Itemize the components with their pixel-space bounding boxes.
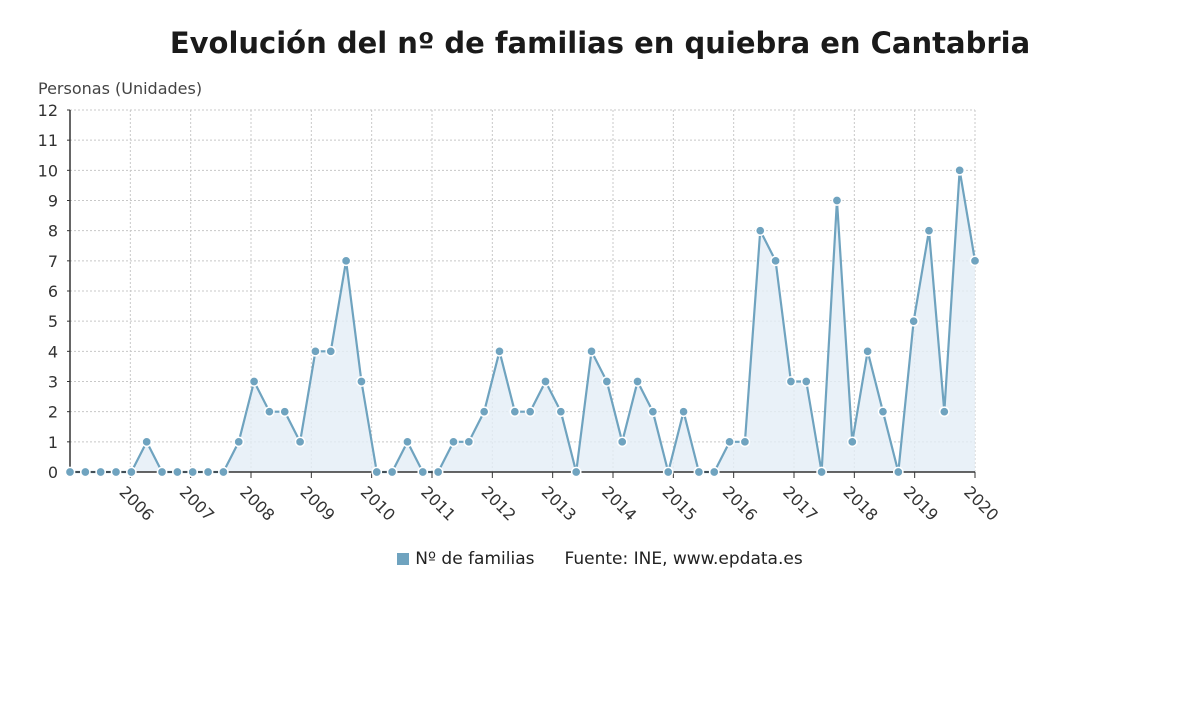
data-point	[371, 466, 383, 478]
data-point	[800, 376, 812, 387]
data-point	[816, 466, 827, 478]
y-axis-label: Personas (Unidades)	[38, 79, 203, 98]
x-tick-label: 2006	[116, 482, 158, 524]
x-tick-label: 2009	[297, 482, 339, 524]
data-point	[310, 345, 321, 357]
x-tick-label: 2019	[900, 482, 942, 524]
y-tick-label: 6	[48, 282, 58, 301]
y-tick-label: 9	[48, 192, 58, 211]
data-point	[586, 345, 597, 357]
data-point	[463, 436, 475, 448]
data-point	[632, 376, 643, 387]
data-point	[647, 406, 659, 418]
data-point	[356, 376, 367, 387]
source-note: Fuente: INE, www.epdata.es	[564, 549, 803, 569]
data-point	[724, 436, 735, 448]
x-tick-label: 2015	[659, 482, 701, 524]
x-tick-label: 2018	[840, 482, 882, 524]
data-point	[938, 406, 950, 418]
y-tick-label: 10	[38, 161, 58, 180]
legend-item-familias[interactable]: Nº de familias	[397, 549, 534, 569]
data-point	[524, 406, 536, 418]
data-point	[540, 376, 551, 387]
data-point	[187, 466, 199, 478]
x-tick-label: 2007	[176, 482, 218, 524]
x-tick-label: 2013	[538, 482, 580, 524]
data-point	[325, 345, 337, 357]
data-point	[754, 225, 766, 237]
data-point	[264, 406, 275, 418]
data-point	[448, 436, 459, 448]
chart-title: Evolución del nº de familias en quiebra …	[169, 26, 1031, 60]
data-point	[340, 255, 352, 267]
data-point	[202, 466, 214, 478]
data-point	[478, 406, 490, 418]
x-tick-label: 2017	[779, 482, 821, 524]
data-point	[95, 466, 107, 478]
data-point	[64, 466, 76, 478]
y-tick-label: 8	[48, 222, 58, 241]
data-point	[862, 345, 873, 357]
y-tick-label: 2	[48, 403, 58, 422]
x-tick-label: 2010	[357, 482, 399, 524]
y-tick-label: 7	[48, 252, 58, 271]
data-point	[126, 466, 137, 478]
data-point	[877, 406, 889, 418]
y-tick-label: 11	[38, 131, 58, 150]
x-tick-label: 2014	[598, 482, 640, 524]
data-point	[218, 466, 229, 478]
data-point	[908, 315, 919, 327]
data-point	[770, 255, 781, 267]
data-point	[923, 225, 935, 237]
data-point	[141, 436, 153, 448]
x-tick-label: 2008	[236, 482, 278, 524]
data-point	[831, 195, 843, 206]
x-tick-label: 2012	[478, 482, 520, 524]
data-point	[294, 436, 306, 448]
data-point	[954, 164, 966, 176]
data-point	[172, 466, 183, 478]
data-point	[708, 466, 720, 478]
data-point	[417, 466, 429, 478]
legend: Nº de familias Fuente: INE, www.epdata.e…	[0, 549, 1200, 569]
data-point	[662, 466, 674, 478]
y-tick-label: 12	[38, 101, 58, 120]
data-point	[402, 436, 413, 448]
data-point	[509, 406, 521, 418]
data-point	[79, 466, 91, 478]
data-point	[386, 466, 398, 478]
data-point	[555, 406, 567, 418]
data-point	[846, 436, 858, 448]
y-tick-label: 0	[48, 463, 58, 482]
data-markers	[64, 164, 981, 478]
data-point	[248, 376, 260, 387]
y-tick-label: 5	[48, 312, 58, 331]
y-tick-label: 4	[48, 342, 58, 361]
legend-swatch	[397, 553, 410, 565]
data-point	[892, 466, 904, 478]
data-point	[739, 436, 751, 448]
data-point	[279, 406, 291, 418]
data-point	[616, 436, 628, 448]
x-tick-label: 2016	[719, 482, 761, 524]
y-tick-label: 3	[48, 373, 58, 392]
data-point	[432, 466, 444, 478]
legend-series-label: Nº de familias	[415, 549, 535, 569]
data-point	[110, 466, 122, 478]
y-tick-label: 1	[48, 433, 58, 452]
data-point	[601, 376, 613, 387]
data-point	[678, 406, 689, 418]
x-tick-label: 2020	[960, 482, 1002, 524]
data-point	[156, 466, 168, 478]
data-point	[233, 436, 245, 448]
x-tick-label: 2011	[417, 482, 459, 524]
data-point	[570, 466, 582, 478]
data-point	[969, 255, 981, 267]
data-point	[494, 345, 505, 357]
data-point	[693, 466, 705, 478]
data-point	[785, 376, 797, 387]
